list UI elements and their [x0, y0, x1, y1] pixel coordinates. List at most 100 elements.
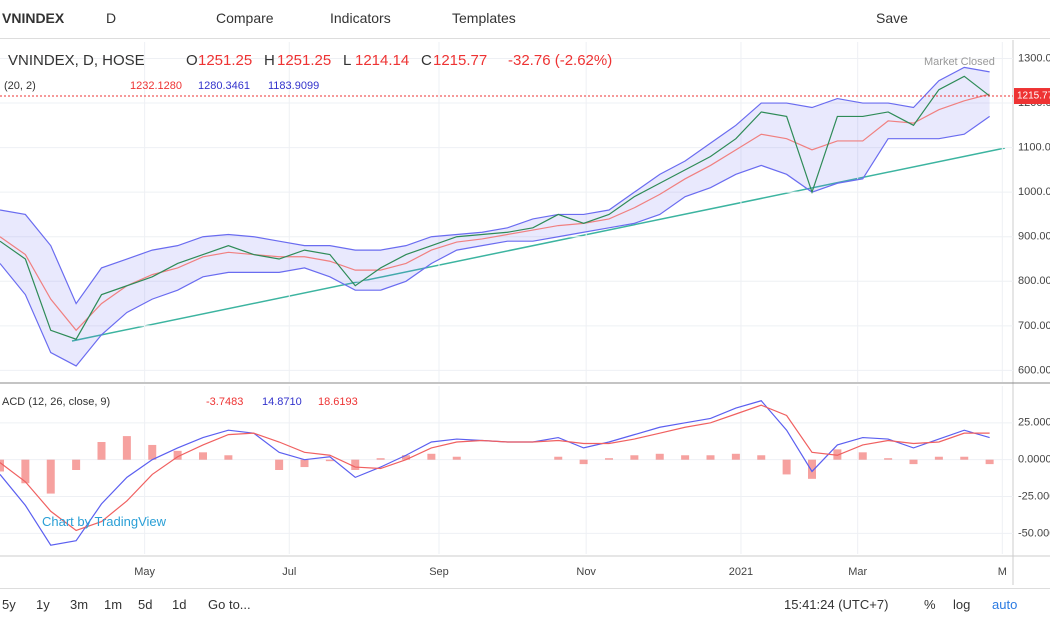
- legend-title: VNINDEX, D, HOSE: [8, 52, 145, 69]
- histogram-bar: [858, 452, 867, 460]
- macd-name: ACD (12, 26, close, 9): [2, 396, 111, 408]
- histogram-bar: [97, 442, 106, 460]
- compare[interactable]: Compare: [216, 10, 274, 26]
- histogram-bar: [554, 456, 563, 460]
- histogram-bar: [72, 459, 81, 470]
- templates[interactable]: Templates: [452, 10, 516, 26]
- y-tick-label: 1000.00: [1018, 186, 1050, 198]
- histogram-bar: [605, 458, 613, 460]
- market-status: Market Closed: [924, 56, 995, 68]
- macd-signal: 18.6193: [318, 396, 358, 408]
- histogram-bar: [0, 459, 4, 472]
- clock: 15:41:24 (UTC+7): [784, 597, 889, 612]
- x-tick-label: 2021: [729, 566, 753, 578]
- bottom-bar: 15:41:24 (UTC+7) % log auto 5y 1y 3m 1m 5d 1d…: [0, 588, 1050, 631]
- bb-upper: 1280.3461: [198, 80, 250, 92]
- watermark: Chart by TradingView: [42, 514, 167, 529]
- histogram-bar: [224, 455, 233, 460]
- macd-hist: -3.7483: [206, 396, 244, 408]
- range-button[interactable]: 1m: [104, 597, 123, 612]
- macd-macd: 14.8710: [262, 396, 302, 408]
- high: 1251.25: [277, 52, 332, 69]
- histogram-bar: [21, 459, 30, 484]
- open: 1251.25: [198, 52, 253, 69]
- y-tick-label: 0.0000: [1018, 454, 1050, 466]
- x-tick-label: Jul: [282, 566, 296, 578]
- y-tick-label: 1200.00: [1018, 97, 1050, 109]
- indicators[interactable]: Indicators: [330, 10, 391, 26]
- x-tick-label: Sep: [429, 566, 449, 578]
- histogram-bar: [884, 458, 893, 460]
- change: -32.76 (-2.62%): [508, 52, 613, 69]
- series-line: [0, 115, 990, 367]
- bb-name: (20, 2): [4, 80, 36, 92]
- histogram-bar: [782, 459, 791, 475]
- h-label: H: [264, 52, 275, 69]
- histogram-bar: [655, 453, 664, 460]
- histogram-bar: [630, 455, 639, 460]
- trend-line[interactable]: [71, 147, 1006, 342]
- low: 1214.14: [355, 52, 410, 69]
- auto[interactable]: auto: [992, 597, 1018, 612]
- histogram-bar: [681, 455, 690, 460]
- series-line: [0, 404, 990, 532]
- histogram-bar: [579, 459, 588, 465]
- log[interactable]: log: [953, 597, 971, 612]
- toolbar: VNINDEX D Compare Indicators Templates S…: [0, 0, 1050, 39]
- histogram-bar: [351, 459, 360, 470]
- histogram-bar: [833, 449, 842, 460]
- histogram-bar: [960, 456, 969, 460]
- l-label: L: [343, 52, 352, 69]
- histogram-bar: [376, 458, 385, 460]
- bb-lower: 1183.9099: [268, 80, 320, 92]
- x-tick-label: May: [134, 566, 155, 578]
- y-tick-label: -50.0000: [1018, 527, 1050, 539]
- histogram-bar: [46, 459, 55, 494]
- series-line: [0, 75, 990, 340]
- band-fill: [0, 67, 990, 366]
- range-button[interactable]: 5d: [138, 597, 153, 612]
- histogram-bar: [173, 450, 182, 460]
- histogram-bar: [275, 459, 284, 470]
- range-button[interactable]: 5y: [2, 597, 16, 612]
- histogram-bar: [731, 453, 740, 460]
- goto[interactable]: Go to...: [208, 597, 251, 612]
- histogram-bar: [808, 459, 816, 479]
- histogram-bar: [402, 455, 410, 460]
- y-tick-label: 800.00: [1018, 275, 1050, 287]
- histogram-bar: [452, 456, 461, 460]
- y-tick-label: -25.0000: [1018, 490, 1050, 502]
- x-tick-label: Nov: [576, 566, 596, 578]
- histogram-bar: [325, 459, 334, 462]
- range-button[interactable]: 3m: [70, 597, 89, 612]
- price-tag: 1215.77: [1017, 91, 1050, 102]
- c-label: C: [421, 52, 432, 69]
- symbol[interactable]: VNINDEX: [2, 10, 65, 26]
- histogram-bar: [706, 455, 715, 460]
- o-label: O: [186, 52, 198, 69]
- y-tick-label: 600.00: [1018, 364, 1050, 376]
- interval[interactable]: D: [106, 10, 117, 26]
- y-tick-label: 1100.00: [1018, 142, 1050, 154]
- histogram-bar: [909, 459, 918, 465]
- x-tick-label: M: [998, 566, 1007, 578]
- bb-basis: 1232.1280: [130, 80, 182, 92]
- y-tick-label: 700.00: [1018, 320, 1050, 332]
- histogram-bar: [934, 456, 943, 460]
- range-button[interactable]: 1d: [172, 597, 187, 612]
- range-button[interactable]: 1y: [36, 597, 50, 612]
- close: 1215.77: [433, 52, 488, 69]
- y-tick-label: 25.0000: [1018, 417, 1050, 429]
- histogram-bar: [300, 459, 309, 468]
- histogram-bar: [427, 453, 436, 460]
- x-tick-label: Mar: [848, 566, 867, 578]
- series-line: [0, 93, 990, 332]
- histogram-bar: [122, 436, 131, 460]
- save[interactable]: Save: [876, 10, 908, 26]
- histogram-bar: [757, 455, 766, 460]
- percent[interactable]: %: [924, 597, 936, 612]
- histogram-bar: [199, 452, 207, 460]
- y-tick-label: 1300.00: [1018, 52, 1050, 64]
- price-tag-bg: [1014, 88, 1050, 105]
